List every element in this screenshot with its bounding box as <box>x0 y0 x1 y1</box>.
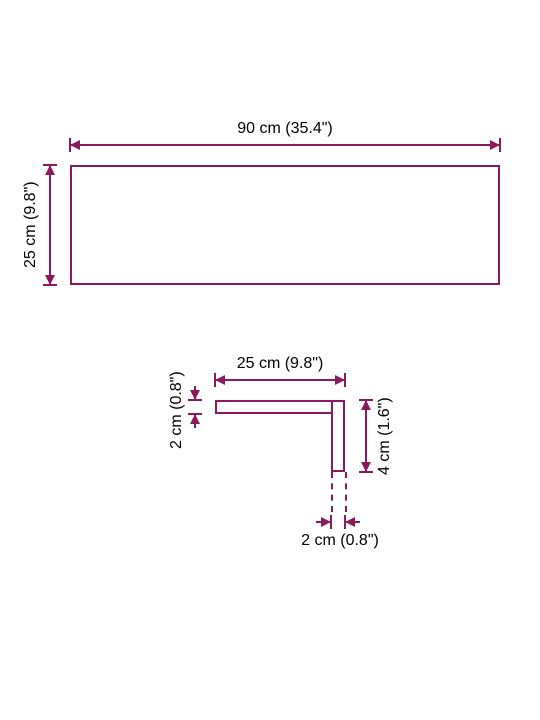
dim-2cm-left-arrow-upper <box>190 390 200 400</box>
dim-90cm-label: 90 cm (35.4") <box>70 120 500 138</box>
profile-dash-left <box>331 472 333 512</box>
dim-25cm-top-label: 25 cm (9.8") <box>22 165 40 285</box>
dim-4cm-tick-top <box>359 399 373 401</box>
dim-4cm-label: 4 cm (1.6") <box>376 386 394 486</box>
dim-90cm-arrow-left <box>70 140 80 150</box>
dim-25cm-profile-line <box>215 379 345 381</box>
dim-25cm-top-tick-bottom <box>43 284 57 286</box>
dim-2cm-bottom-arrow-left <box>321 517 331 527</box>
profile-shelf-rect <box>215 400 345 414</box>
dim-90cm-tick-right <box>499 138 501 152</box>
dim-25cm-profile-tick-right <box>344 373 346 387</box>
dim-2cm-bottom-label: 2 cm (0.8") <box>290 532 390 550</box>
dim-25cm-profile-arrow-left <box>215 375 225 385</box>
dim-90cm-tick-left <box>69 138 71 152</box>
dim-2cm-bottom-arrow-right <box>345 517 355 527</box>
dim-25cm-profile-tick-left <box>214 373 216 387</box>
dim-2cm-left-arrow-lower <box>190 414 200 424</box>
dim-25cm-top-tick-top <box>43 164 57 166</box>
dimension-diagram: 90 cm (35.4") 25 cm (9.8") 25 cm (9.8") … <box>0 0 540 720</box>
dim-25cm-top-line <box>49 165 51 285</box>
dim-2cm-left-label: 2 cm (0.8") <box>168 360 186 460</box>
profile-dash-right <box>345 472 347 512</box>
dim-90cm-line <box>70 144 500 146</box>
top-view-rect <box>70 165 500 285</box>
dim-4cm-tick-bottom <box>359 471 373 473</box>
dim-25cm-profile-label: 25 cm (9.8") <box>215 355 345 373</box>
profile-join-patch <box>333 402 343 414</box>
dim-25cm-top-arrow-up <box>45 165 55 175</box>
dim-4cm-arrow-up <box>361 400 371 410</box>
